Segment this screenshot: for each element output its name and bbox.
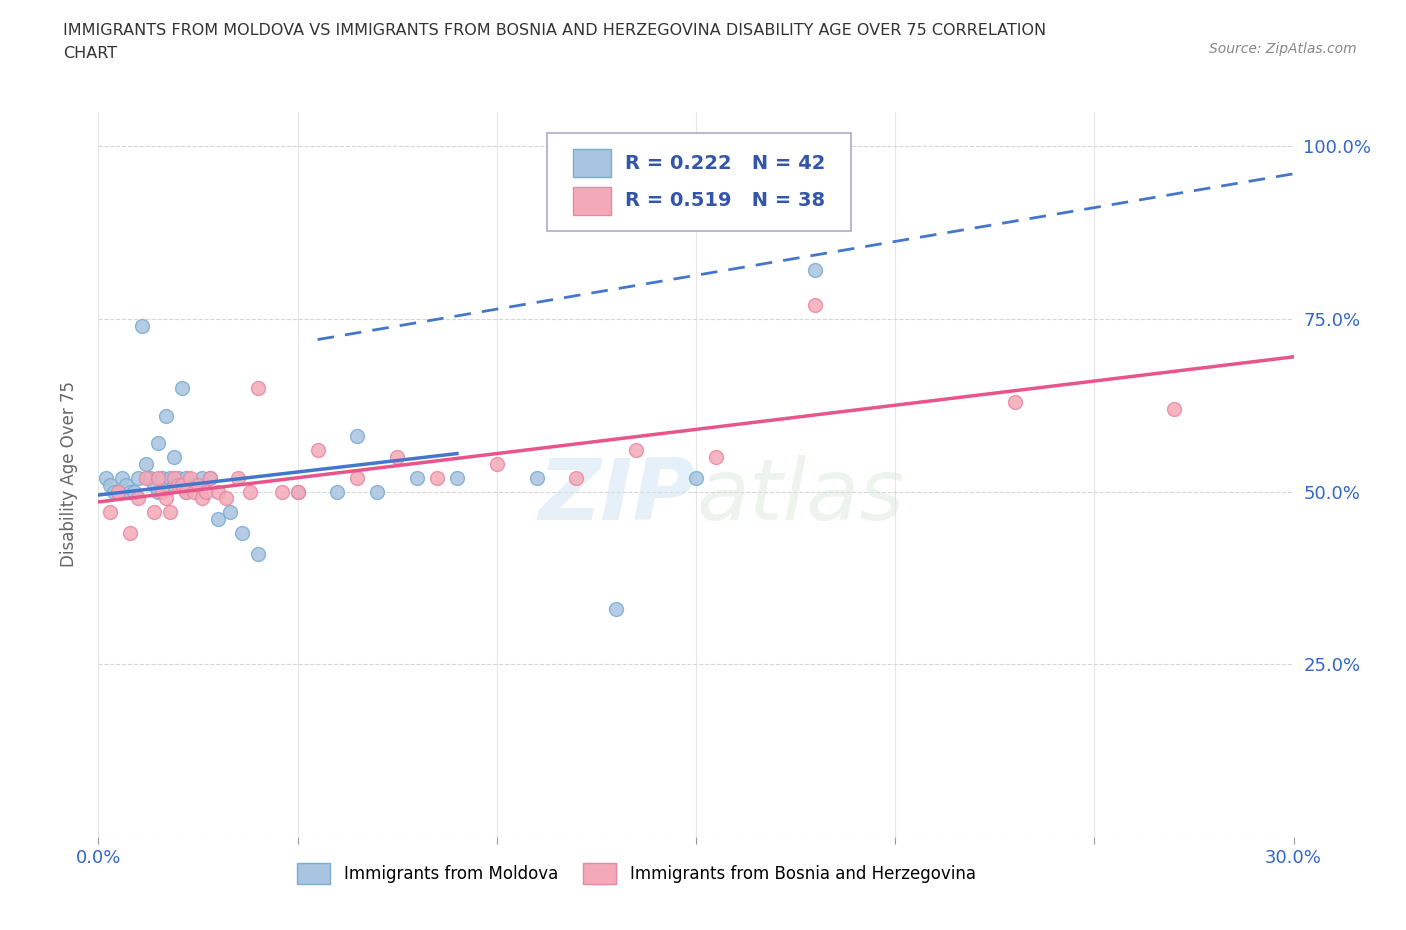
Point bbox=[107, 485, 129, 499]
Point bbox=[174, 485, 197, 499]
Point bbox=[226, 471, 249, 485]
Point bbox=[231, 525, 253, 540]
Point bbox=[246, 380, 269, 395]
Point bbox=[143, 505, 166, 520]
Point bbox=[187, 477, 209, 492]
Point bbox=[270, 485, 292, 499]
Point bbox=[120, 485, 142, 499]
Point bbox=[120, 525, 142, 540]
Point bbox=[127, 491, 149, 506]
Bar bbox=[572, 150, 612, 177]
Point bbox=[215, 491, 238, 506]
Point bbox=[155, 491, 177, 506]
Point bbox=[198, 471, 221, 485]
Point bbox=[804, 263, 827, 278]
Point bbox=[150, 471, 173, 485]
Point bbox=[346, 429, 368, 444]
Text: CHART: CHART bbox=[63, 46, 117, 61]
Point bbox=[131, 318, 153, 333]
Text: ZIP: ZIP bbox=[538, 455, 696, 538]
Point bbox=[191, 471, 214, 485]
Point bbox=[163, 449, 186, 464]
Point bbox=[1004, 394, 1026, 409]
Text: IMMIGRANTS FROM MOLDOVA VS IMMIGRANTS FROM BOSNIA AND HERZEGOVINA DISABILITY AGE: IMMIGRANTS FROM MOLDOVA VS IMMIGRANTS FR… bbox=[63, 23, 1046, 38]
Y-axis label: Disability Age Over 75: Disability Age Over 75 bbox=[59, 381, 77, 567]
Text: R = 0.519   N = 38: R = 0.519 N = 38 bbox=[626, 192, 825, 210]
Point bbox=[287, 485, 309, 499]
Point bbox=[98, 505, 122, 520]
Point bbox=[167, 471, 190, 485]
Point bbox=[406, 471, 429, 485]
Point bbox=[191, 491, 214, 506]
Point bbox=[124, 485, 146, 499]
Point bbox=[485, 457, 508, 472]
Point bbox=[219, 505, 242, 520]
Point bbox=[163, 471, 186, 485]
Point bbox=[246, 546, 269, 561]
Point bbox=[804, 298, 827, 312]
Point bbox=[135, 457, 157, 472]
Point bbox=[127, 471, 149, 485]
Text: R = 0.222   N = 42: R = 0.222 N = 42 bbox=[626, 153, 825, 173]
Legend: Immigrants from Moldova, Immigrants from Bosnia and Herzegovina: Immigrants from Moldova, Immigrants from… bbox=[290, 857, 983, 890]
Point bbox=[704, 449, 727, 464]
Bar bbox=[572, 187, 612, 215]
Point bbox=[172, 477, 194, 492]
Point bbox=[139, 471, 162, 485]
Point bbox=[148, 436, 170, 451]
Point bbox=[1163, 401, 1185, 416]
Point bbox=[326, 485, 349, 499]
Point bbox=[163, 477, 186, 492]
Point bbox=[96, 471, 118, 485]
Point bbox=[287, 485, 309, 499]
Point bbox=[174, 485, 197, 499]
Text: Source: ZipAtlas.com: Source: ZipAtlas.com bbox=[1209, 42, 1357, 56]
Point bbox=[187, 477, 209, 492]
Point bbox=[148, 485, 170, 499]
Point bbox=[366, 485, 388, 499]
Point bbox=[103, 485, 125, 499]
Point bbox=[605, 602, 627, 617]
Point bbox=[307, 443, 329, 458]
Point bbox=[115, 477, 138, 492]
Point bbox=[159, 505, 181, 520]
Point bbox=[446, 471, 468, 485]
FancyBboxPatch shape bbox=[547, 133, 852, 232]
Point bbox=[150, 485, 173, 499]
Point bbox=[159, 471, 181, 485]
Point bbox=[148, 471, 170, 485]
Point bbox=[174, 471, 197, 485]
Point bbox=[207, 512, 229, 526]
Point bbox=[155, 408, 177, 423]
Point bbox=[172, 380, 194, 395]
Point bbox=[685, 471, 707, 485]
Point bbox=[107, 485, 129, 499]
Point bbox=[626, 443, 648, 458]
Point bbox=[183, 477, 205, 492]
Point bbox=[239, 485, 262, 499]
Point bbox=[346, 471, 368, 485]
Point bbox=[135, 471, 157, 485]
Point bbox=[195, 485, 218, 499]
Point bbox=[179, 471, 201, 485]
Point bbox=[526, 471, 548, 485]
Point bbox=[167, 477, 190, 492]
Point bbox=[565, 471, 588, 485]
Point bbox=[98, 477, 122, 492]
Point bbox=[207, 485, 229, 499]
Point bbox=[426, 471, 449, 485]
Point bbox=[111, 471, 134, 485]
Text: atlas: atlas bbox=[696, 455, 904, 538]
Point bbox=[143, 477, 166, 492]
Point bbox=[385, 449, 409, 464]
Point bbox=[183, 485, 205, 499]
Point bbox=[198, 471, 221, 485]
